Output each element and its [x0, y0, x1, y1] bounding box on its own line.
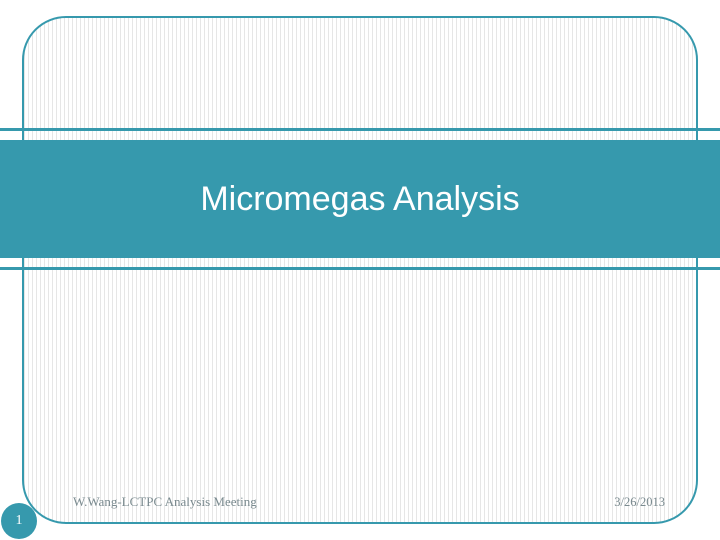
footer-author: W.Wang-LCTPC Analysis Meeting: [73, 494, 257, 510]
footer-date: 3/26/2013: [614, 495, 665, 510]
title-band-accent-top: [0, 128, 720, 131]
slide-title: Micromegas Analysis: [200, 180, 519, 219]
title-band: Micromegas Analysis: [0, 140, 720, 258]
title-band-accent-bottom: [0, 267, 720, 270]
slide-frame: [22, 16, 698, 524]
page-number: 1: [16, 513, 23, 529]
page-number-badge: 1: [1, 503, 37, 539]
